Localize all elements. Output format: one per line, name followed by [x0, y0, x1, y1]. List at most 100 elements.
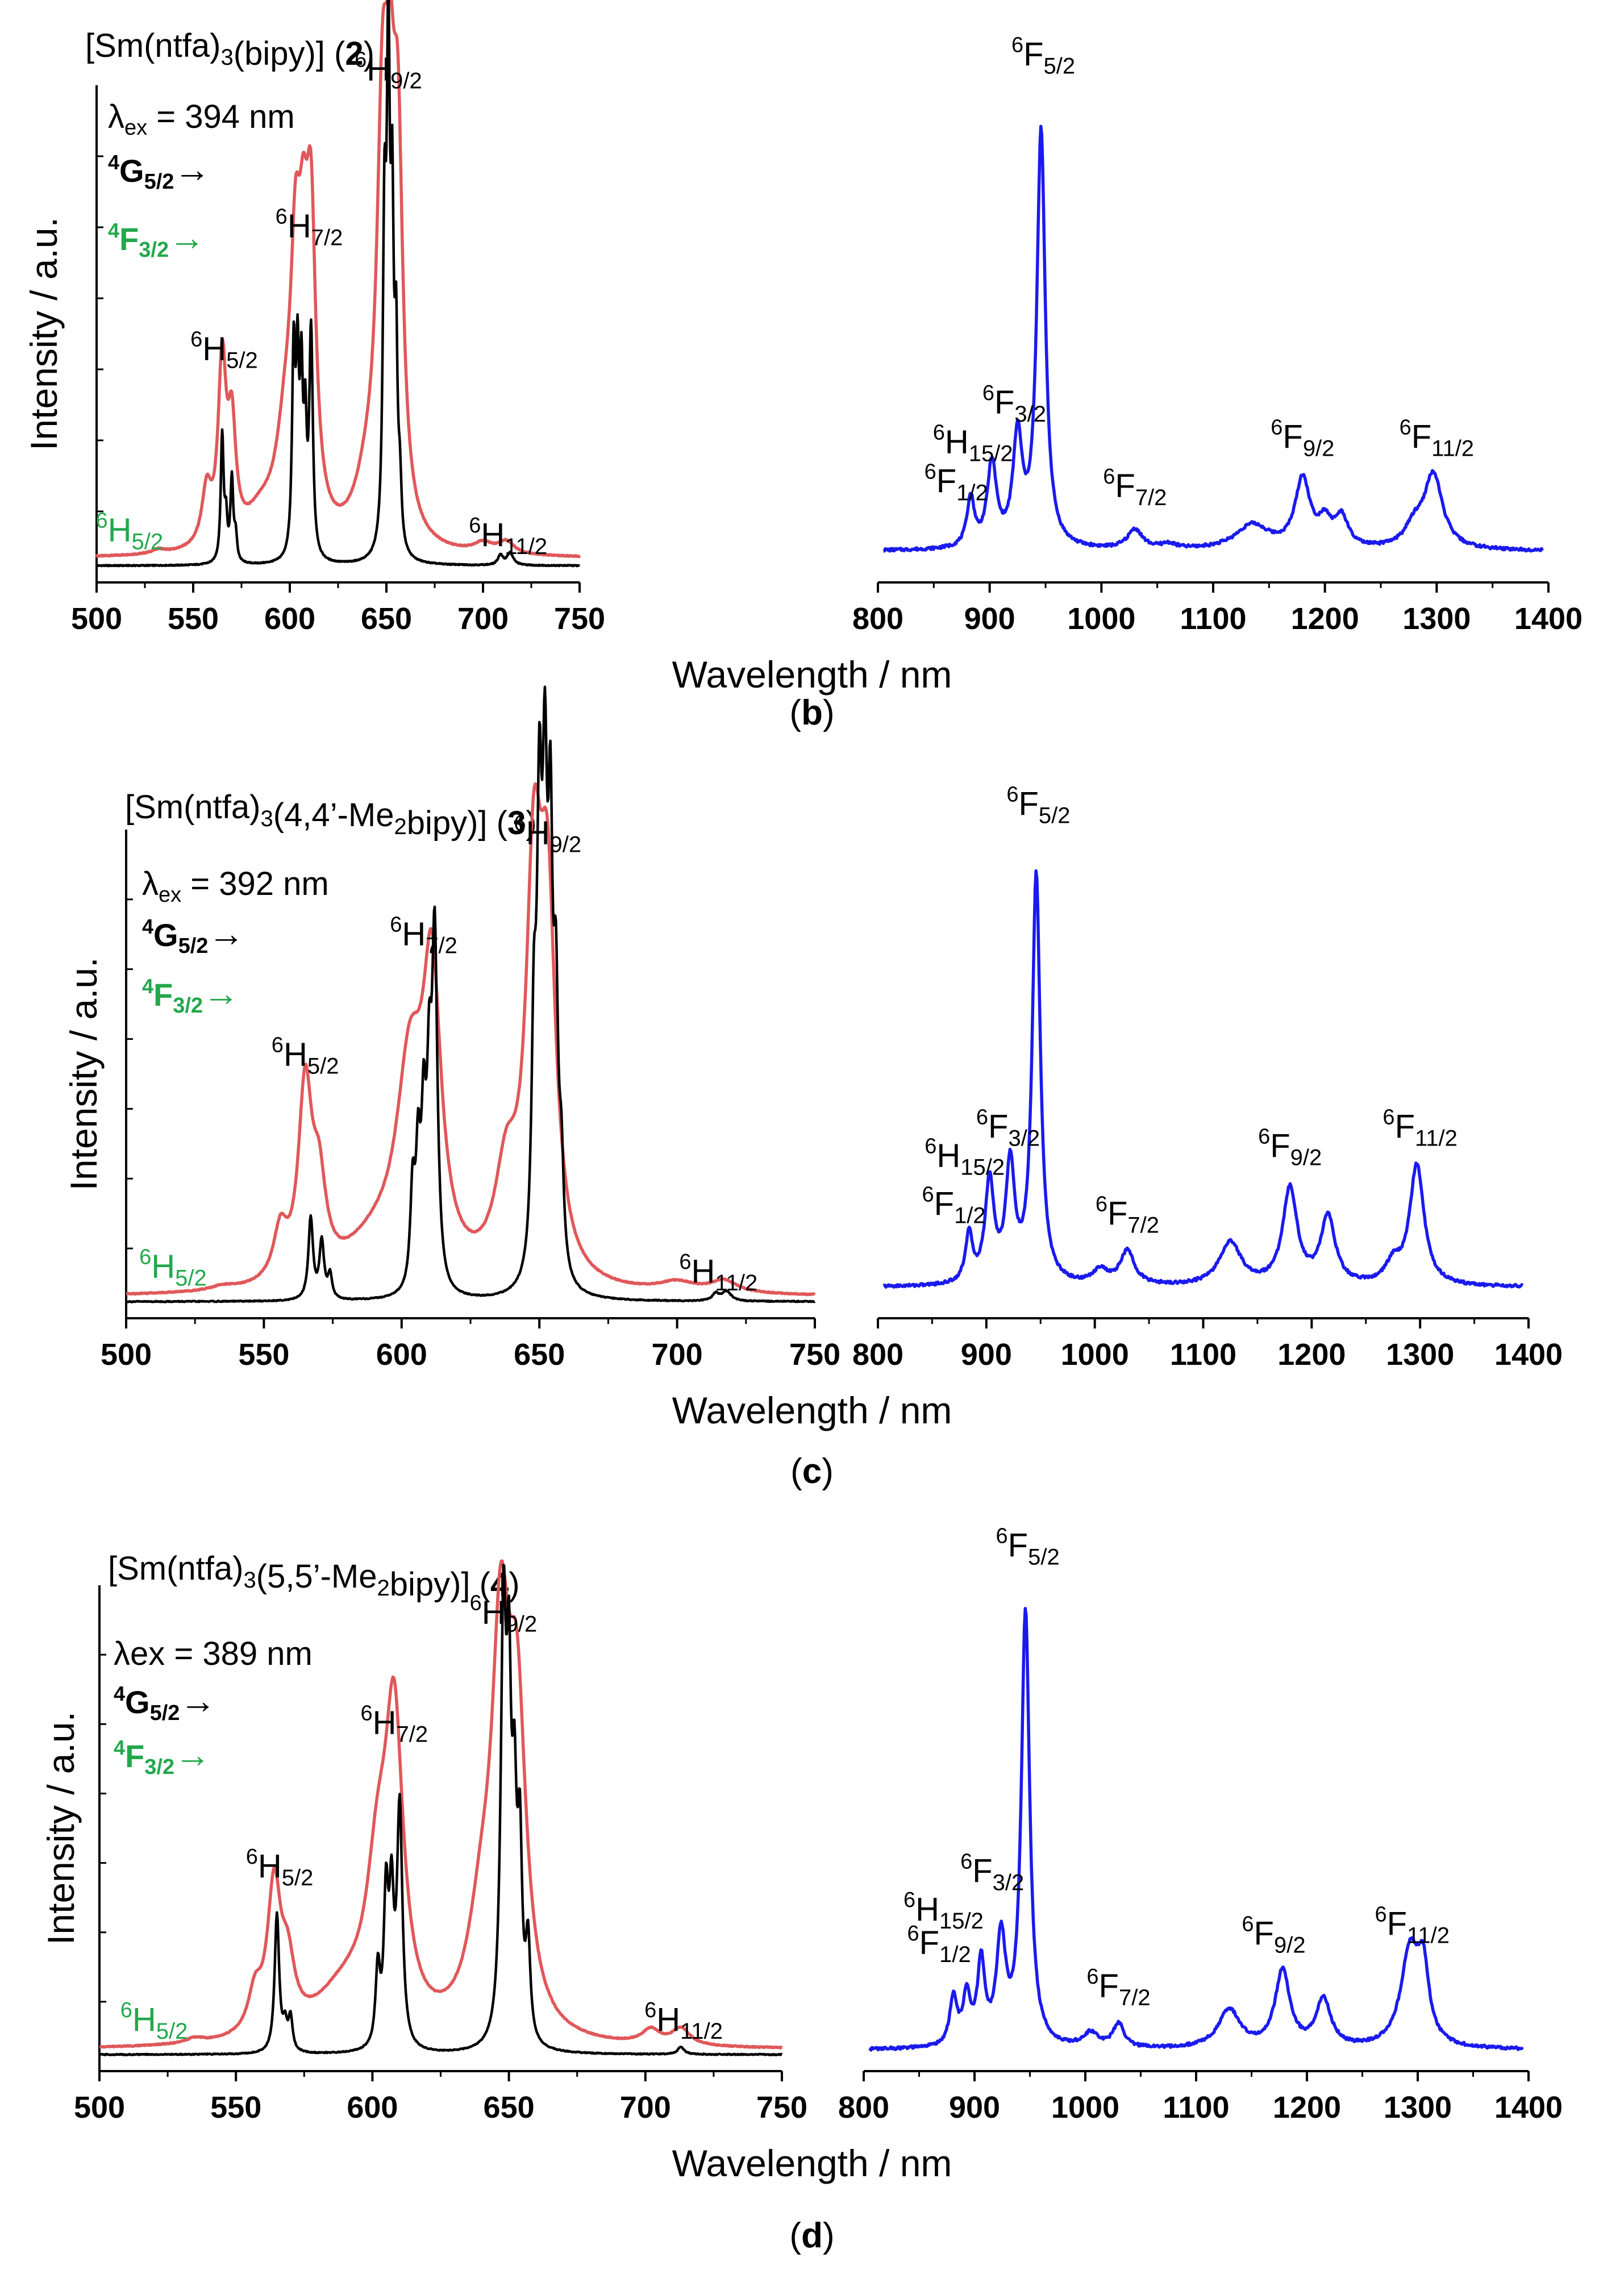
compound-sub: 3 — [244, 1568, 256, 1593]
x-tick-label: 1100 — [1163, 2090, 1229, 2125]
series-line-1 — [882, 124, 1544, 553]
peak-annotation: 6F9/2 — [1271, 416, 1334, 461]
peak-annotation: 6F3/2 — [960, 1850, 1024, 1896]
x-tick-label: 500 — [74, 2090, 125, 2125]
peak-annotation: 6F3/2 — [976, 1106, 1040, 1151]
peak-annotation: 6H5/2 — [190, 327, 258, 373]
peak-annotation: 6F11/2 — [1375, 1902, 1450, 1948]
x-tick-label: 550 — [210, 2090, 261, 2125]
peak-annotation: 6H15/2 — [903, 1888, 984, 1934]
peak-annotation: 6H7/2 — [390, 913, 457, 959]
panel-caption: (b) — [789, 693, 834, 732]
series-line-1 — [95, 0, 581, 559]
x-tick-label: 700 — [620, 2090, 671, 2125]
peak-annotation: 6F5/2 — [1011, 33, 1075, 78]
panel-d: [Sm(ntfa)3(5,5’-Me2bipy)] (4) λex = 389 n… — [108, 1550, 835, 2255]
peak-annotation: 6F5/2 — [1006, 783, 1070, 828]
chart-b-nir: 800 900 1000 1100 1200 1300 1400 6F5/2 6F3/26H15… — [852, 33, 1583, 636]
x-tick-label: 900 — [964, 602, 1015, 636]
peak-annotation: 6H7/2 — [361, 1701, 428, 1747]
compound-sub: 3 — [221, 45, 234, 70]
peak-annotation: 6H9/2 — [470, 1591, 538, 1636]
x-tick-label: 1100 — [1170, 1338, 1236, 1372]
compound-number: 3 — [507, 805, 526, 842]
transition-4f32-label: 4F3/2→ — [108, 217, 205, 262]
chart-c-visible: 500 550 600 650 700 750 Wavelength / nm Intensi… — [63, 685, 952, 1431]
chart-c-nir: 800 900 1000 1100 1200 1300 1400 6F5/2 6F3/26H15… — [852, 783, 1563, 1372]
peak-annotation: 6H7/2 — [276, 205, 343, 251]
compound-ligand-pre: (5,5’-Me — [256, 1558, 377, 1595]
x-tick-label: 900 — [961, 1338, 1012, 1372]
x-tick-label: 800 — [852, 1338, 903, 1372]
peak-annotation: 6H11/2 — [644, 1998, 723, 2044]
x-tick-label: 550 — [168, 602, 219, 636]
peak-annotation: 6H5/2 — [272, 1034, 339, 1079]
x-tick-label: 1400 — [1494, 1338, 1563, 1372]
x-axis-label: Wavelength / nm — [672, 1389, 952, 1431]
peak-annotation: 6H11/2 — [679, 1250, 757, 1296]
peak-annotation: 6H5/2 — [95, 509, 163, 555]
compound-title: [Sm(ntfa)3(bipy)] (2) — [85, 27, 374, 72]
peak-annotation: 6F7/2 — [1086, 1965, 1150, 2010]
excitation-wavelength: λex = 392 nm — [142, 865, 329, 907]
compound-name: [Sm(ntfa) — [85, 27, 221, 64]
series-line-1 — [868, 1607, 1524, 2052]
series-line-1 — [125, 782, 816, 1297]
chart-d-nir: 800 900 1000 1100 1200 1300 1400 6F5/2 6F3/26H15… — [838, 1524, 1563, 2125]
peak-annotation: 6F1/2 — [925, 460, 988, 505]
series-line-1 — [98, 1559, 783, 2050]
x-tick-label: 1300 — [1384, 2090, 1452, 2125]
compound-sub: 3 — [261, 806, 273, 831]
x-tick-label: 1200 — [1273, 2090, 1341, 2125]
compound-ligand-post: bipy)] — [390, 1566, 470, 1603]
x-tick-label: 1200 — [1291, 602, 1359, 636]
x-tick-label: 900 — [949, 2090, 1000, 2125]
x-tick-label: 500 — [101, 1338, 152, 1372]
peak-annotation: 6F7/2 — [1096, 1192, 1159, 1238]
x-tick-label: 650 — [514, 1338, 565, 1372]
x-tick-label: 1400 — [1514, 602, 1583, 636]
x-tick-label: 1000 — [1061, 1338, 1129, 1372]
peak-annotation: 6H5/2 — [139, 1246, 207, 1291]
x-tick-label: 750 — [789, 1338, 840, 1372]
peak-annotation: 6F3/2 — [982, 381, 1046, 427]
peak-annotation: 6H9/2 — [355, 48, 422, 93]
series-line-2 — [98, 1563, 783, 2056]
compound-name: [Sm(ntfa) — [108, 1550, 244, 1587]
excitation-wavelength: λex = 394 nm — [108, 98, 295, 140]
x-tick-label: 1100 — [1180, 602, 1246, 636]
x-tick-label: 700 — [457, 602, 509, 636]
peak-annotation: 6H9/2 — [514, 811, 581, 857]
x-tick-label: 1300 — [1386, 1338, 1454, 1372]
x-tick-label: 750 — [756, 2090, 807, 2125]
transition-4g52-label: 4G5/2→ — [142, 913, 244, 958]
compound-ligand-pre: (4,4’-Me — [273, 797, 394, 834]
x-tick-label: 1300 — [1402, 602, 1471, 636]
panel-c: [Sm(ntfa)3(4,4’-Me2bipy)] (3) λex = 392 n… — [125, 789, 834, 1491]
x-tick-label: 600 — [347, 2090, 398, 2125]
compound-number: 2 — [345, 35, 363, 72]
x-tick-label: 800 — [838, 2090, 889, 2125]
x-tick-label: 750 — [554, 602, 605, 636]
x-tick-label: 550 — [238, 1338, 289, 1372]
x-tick-label: 500 — [71, 602, 122, 636]
peak-annotation: 6F7/2 — [1103, 465, 1167, 510]
x-tick-label: 1000 — [1067, 602, 1135, 636]
compound-ligand-sub: 2 — [394, 814, 406, 839]
peak-annotation: 6H5/2 — [120, 1998, 188, 2044]
transition-4g52-label: 4G5/2→ — [114, 1680, 216, 1725]
series-line-2 — [95, 0, 581, 568]
peak-annotation: 6F1/2 — [922, 1182, 985, 1228]
panel-b: [Sm(ntfa)3(bipy)] (2) λex = 394 nm 4G5/2→ 4… — [85, 27, 835, 732]
peak-annotation: 6F11/2 — [1383, 1106, 1457, 1151]
x-tick-label: 600 — [264, 602, 315, 636]
x-axis-label: Wavelength / nm — [672, 653, 952, 695]
panel-caption: (c) — [790, 1452, 834, 1491]
peak-annotation: 6F5/2 — [996, 1524, 1060, 1569]
x-axis-label: Wavelength / nm — [672, 2142, 952, 2184]
x-tick-label: 650 — [361, 602, 412, 636]
y-axis-label: Intensity / a.u. — [40, 1711, 82, 1945]
excitation-wavelength: λex = 389 nm — [114, 1635, 313, 1672]
transition-4g52-label: 4G5/2→ — [108, 149, 210, 194]
